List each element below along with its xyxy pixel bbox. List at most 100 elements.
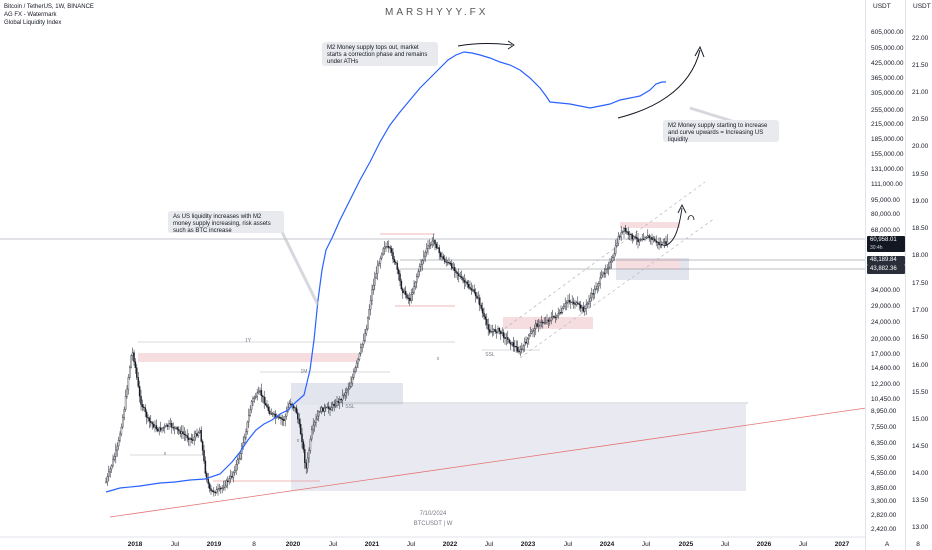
candle-body bbox=[319, 411, 321, 413]
candle-body bbox=[231, 476, 233, 478]
left-tick-label: 111,000.00 bbox=[871, 181, 903, 188]
candle-body bbox=[647, 235, 649, 238]
right-tick-label: 13.50 bbox=[912, 497, 929, 504]
right-axis-unit[interactable]: USDT bbox=[913, 3, 931, 10]
left-tick-label: 2,420.00 bbox=[871, 526, 897, 533]
left-tick-label: 17,000.00 bbox=[871, 351, 900, 358]
left-tick-label: 3,850.00 bbox=[871, 485, 897, 492]
candle-body bbox=[145, 411, 148, 418]
candle-body bbox=[523, 341, 526, 347]
candle-body bbox=[332, 404, 334, 408]
candle-body bbox=[360, 347, 362, 354]
zone-box bbox=[138, 353, 358, 362]
note-m2-increase[interactable]: M2 Money supply starting to increase and… bbox=[663, 120, 779, 143]
candle-body bbox=[578, 303, 580, 306]
left-tick-label: 3,300.00 bbox=[871, 498, 897, 505]
label-x: x bbox=[297, 438, 300, 444]
candle-body bbox=[470, 288, 473, 291]
candle-body bbox=[215, 489, 218, 493]
candle-body bbox=[320, 407, 323, 412]
candle-body bbox=[220, 488, 222, 490]
label-x: x bbox=[164, 451, 167, 457]
candle-body bbox=[598, 283, 600, 287]
candle-body bbox=[186, 435, 188, 439]
note-m2-tops-out[interactable]: M2 Money supply tops out, market starts … bbox=[322, 42, 438, 66]
candle-body bbox=[551, 316, 554, 319]
candle-body bbox=[563, 305, 565, 309]
candle-body bbox=[617, 236, 620, 244]
left-tick-label: 14,600.00 bbox=[871, 365, 900, 372]
candle-body bbox=[500, 331, 502, 334]
candle-body bbox=[264, 403, 267, 406]
right-tick-label: 15.00 bbox=[912, 416, 929, 423]
candle-body bbox=[423, 255, 425, 261]
candle-body bbox=[368, 309, 370, 319]
right-tick-label: 15.50 bbox=[912, 389, 929, 396]
candle-body bbox=[154, 425, 156, 428]
candle-body bbox=[561, 308, 564, 313]
candle-body bbox=[399, 273, 401, 282]
candle-body bbox=[225, 480, 228, 487]
arrow-head bbox=[694, 45, 705, 58]
label-ssl: SSL bbox=[345, 404, 355, 410]
candle-body bbox=[445, 261, 447, 263]
candle-body bbox=[106, 476, 109, 483]
candle-body bbox=[200, 430, 202, 442]
candle-body bbox=[389, 247, 391, 249]
right-tick-label: 19.00 bbox=[912, 198, 929, 205]
symbol-title[interactable]: Bitcoin / TetherUS, 1W, BINANCE bbox=[4, 4, 94, 10]
candle-body bbox=[570, 301, 572, 303]
candle-body bbox=[393, 258, 396, 263]
candle-body bbox=[343, 394, 345, 397]
candle-body bbox=[586, 303, 589, 305]
candle-body bbox=[512, 342, 515, 347]
candle-body bbox=[267, 406, 270, 412]
candle-body bbox=[661, 244, 663, 246]
right-tick-label: 14.00 bbox=[912, 470, 929, 477]
axis-separator-2 bbox=[905, 0, 906, 550]
right-tick-label: 16.00 bbox=[912, 362, 929, 369]
note-us-liquidity[interactable]: As US liquidity increases with M2 money … bbox=[168, 211, 284, 234]
time-tick-label: 2023 bbox=[521, 541, 536, 548]
candle-body bbox=[645, 237, 648, 239]
candle-body bbox=[308, 450, 310, 459]
candle-body bbox=[312, 424, 314, 430]
candle-body bbox=[168, 423, 170, 427]
candle-body bbox=[455, 270, 457, 273]
zone-box bbox=[503, 317, 593, 329]
candle-body bbox=[140, 396, 142, 405]
candle-body bbox=[232, 472, 235, 478]
candle-body bbox=[257, 391, 260, 393]
candle-body bbox=[663, 241, 666, 243]
watermark: MARSHYYY.FX bbox=[385, 7, 489, 18]
candle-body bbox=[133, 352, 135, 362]
candle-body bbox=[658, 241, 660, 246]
candle-body bbox=[208, 483, 211, 489]
candle-body bbox=[581, 306, 583, 309]
candle-body bbox=[535, 323, 537, 330]
candle-body bbox=[539, 321, 541, 326]
candle-body bbox=[591, 293, 593, 299]
candle-body bbox=[528, 334, 530, 340]
indicator-liquidity-label[interactable]: Global Liquidity Index bbox=[4, 20, 62, 26]
candle-body bbox=[235, 464, 237, 471]
candle-body bbox=[298, 418, 300, 425]
candle-body bbox=[302, 441, 305, 450]
candle-body bbox=[110, 465, 113, 470]
candle-body bbox=[134, 361, 137, 368]
candle-body bbox=[460, 276, 463, 278]
left-axis-unit[interactable]: USDT bbox=[873, 3, 891, 10]
left-tick-label: 2,820.00 bbox=[871, 512, 897, 519]
candle-body bbox=[183, 433, 186, 435]
candle-body bbox=[474, 292, 477, 297]
right-tick-label: 13.00 bbox=[912, 524, 929, 531]
time-tick-label: 2025 bbox=[679, 541, 694, 548]
candle-body bbox=[329, 408, 331, 410]
axis-separator bbox=[865, 0, 866, 550]
indicator-watermark-label[interactable]: AG FX - Watermark bbox=[4, 12, 57, 18]
candle-body bbox=[404, 290, 407, 295]
candle-body bbox=[201, 441, 204, 451]
candle-body bbox=[579, 304, 582, 309]
candle-body bbox=[309, 438, 312, 451]
